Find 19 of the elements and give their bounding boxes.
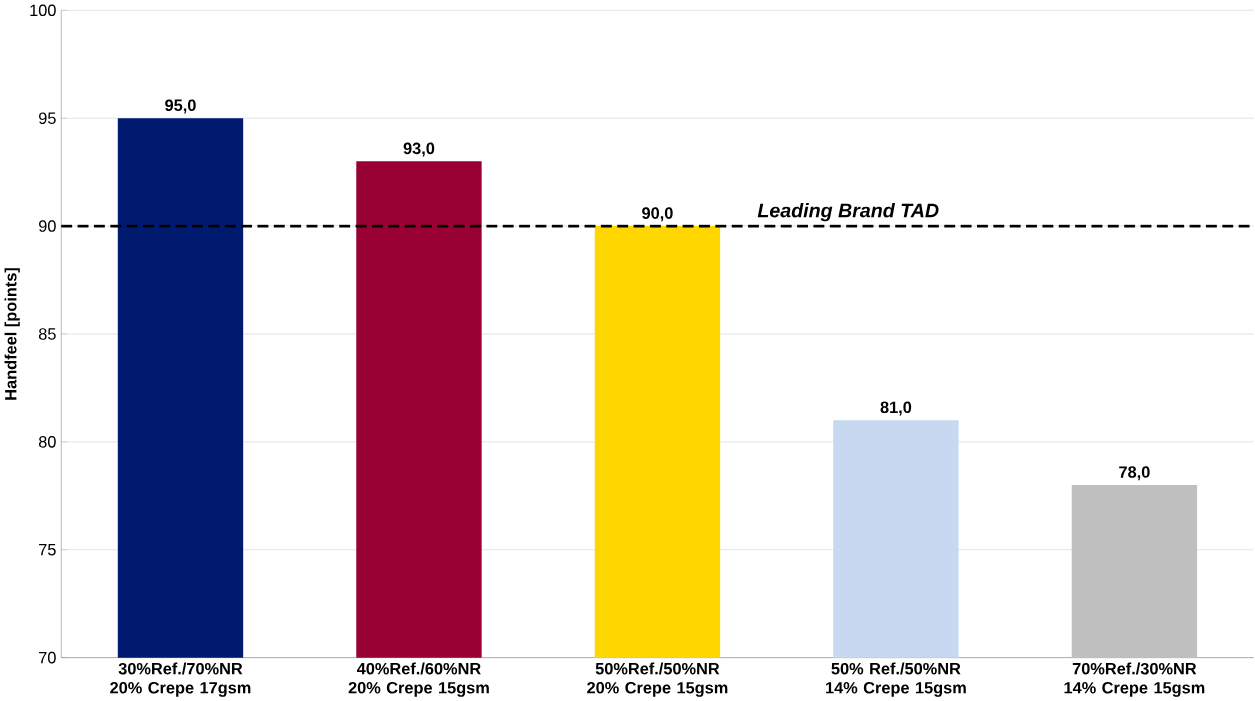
x-tick-label: 40%Ref./60%NR 20% Crepe 15gsm: [348, 662, 489, 697]
y-tick-label: 70: [39, 651, 56, 664]
x-tick-label: 30%Ref./70%NR 20% Crepe 17gsm: [110, 662, 251, 697]
x-tick-label: 70%Ref./30%NR 14% Crepe 15gsm: [1064, 662, 1205, 697]
y-tick-label: 95: [39, 112, 56, 124]
x-tick-label: 50% Ref./50%NR 14% Crepe 15gsm: [826, 662, 966, 697]
data-label: 90,0: [642, 207, 673, 222]
y-tick-label: 85: [38, 328, 56, 340]
y-tick-label: 100: [30, 4, 56, 16]
data-label: 78,0: [1119, 466, 1150, 480]
y-tick-label: 80: [38, 435, 56, 448]
y-axis-title: Handfeel [points]: [4, 267, 20, 400]
data-label: 81,0: [880, 401, 912, 416]
data-label: 95,0: [165, 99, 196, 114]
ref-line-label: Leading Brand TAD: [757, 202, 939, 222]
data-label: 93,0: [403, 142, 435, 157]
y-tick-label: 90: [39, 220, 56, 232]
y-tick-label: 75: [39, 543, 56, 556]
x-tick-label: 50%Ref./50%NR 20% Crepe 15gsm: [587, 662, 728, 697]
